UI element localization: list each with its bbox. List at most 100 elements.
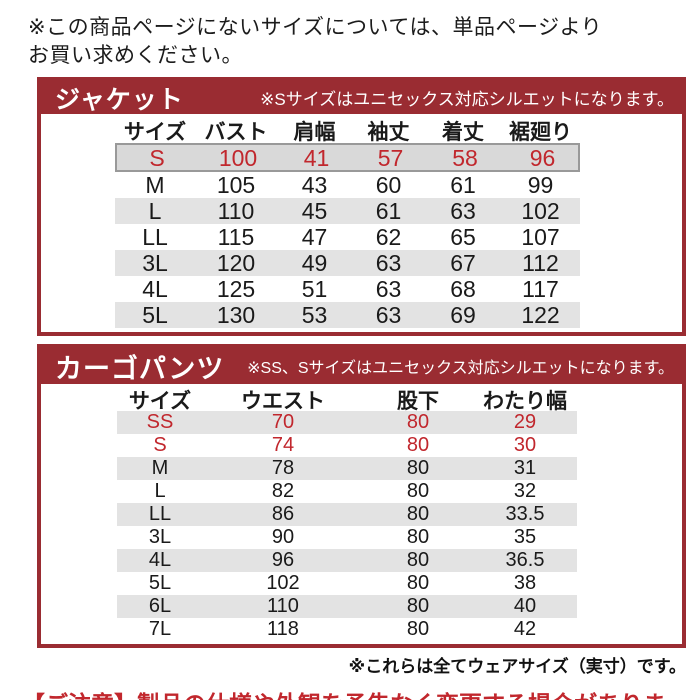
jacket-size-table: ジャケット ※Sサイズはユニセックス対応シルエットになります。 サイズ バスト … <box>37 77 686 337</box>
value-cell: 61 <box>450 172 476 199</box>
value-cell: 58 <box>452 145 478 172</box>
table-row: 5L 102 80 38 <box>117 572 577 595</box>
value-cell: 36.5 <box>505 549 545 572</box>
column-header: バスト <box>204 121 268 145</box>
top-note: ※この商品ページにないサイズについては、単品ページより お買い求めください。 <box>28 14 700 69</box>
table-row: 3L 120 49 63 67 112 <box>115 250 580 277</box>
table-row: 4L 125 51 63 68 117 <box>115 276 580 302</box>
table-row: L 82 80 32 <box>117 480 577 503</box>
size-cell: S <box>149 145 165 172</box>
value-cell: 80 <box>406 434 430 457</box>
table-row: M 105 43 60 61 99 <box>115 172 580 198</box>
top-note-line1: ※この商品ページにないサイズについては、単品ページより <box>28 16 603 39</box>
value-cell: 38 <box>513 572 537 595</box>
value-cell: 118 <box>267 618 299 641</box>
value-cell: 53 <box>301 302 328 329</box>
value-cell: 105 <box>216 172 256 199</box>
jacket-unisex-note: ※Sサイズはユニセックス対応シルエットになります。 <box>260 90 674 110</box>
size-cell: LL <box>148 503 172 526</box>
size-cell: 4L <box>148 549 172 572</box>
value-cell: 96 <box>529 145 556 172</box>
table-row-size-ss-highlighted: SS 70 80 29 <box>117 411 577 435</box>
value-cell: 80 <box>406 457 430 480</box>
value-cell: 80 <box>406 595 430 618</box>
value-cell: 30 <box>513 434 537 457</box>
jacket-grid: サイズ バスト 肩幅 袖丈 着丈 裾廻り S 100 41 57 58 96 M… <box>115 114 580 332</box>
value-cell: 74 <box>271 434 295 457</box>
value-cell: 80 <box>406 549 430 572</box>
column-header: わたり幅 <box>483 390 567 414</box>
value-cell: 33.5 <box>505 503 545 526</box>
value-cell: 115 <box>217 224 255 251</box>
value-cell: 29 <box>513 411 537 434</box>
pants-grid: サイズ ウエスト 股下 わたり幅 SS 70 80 29 S 74 80 30 … <box>117 384 577 644</box>
value-cell: 86 <box>271 503 295 526</box>
size-cell: L <box>154 480 166 503</box>
size-cell: 7L <box>148 618 172 641</box>
table-row-size-s-highlighted: S 74 80 30 <box>117 434 577 457</box>
value-cell: 100 <box>218 145 258 172</box>
value-cell: 42 <box>513 618 537 641</box>
size-cell: 5L <box>142 302 168 329</box>
jacket-title: ジャケット <box>55 85 184 114</box>
size-cell: 3L <box>142 250 168 277</box>
value-cell: 102 <box>266 572 300 595</box>
value-cell: 60 <box>375 172 402 199</box>
value-cell: 51 <box>301 276 328 303</box>
value-cell: 35 <box>513 526 537 549</box>
value-cell: 67 <box>450 250 476 277</box>
value-cell: 80 <box>406 411 430 434</box>
column-header: ウエスト <box>241 390 325 414</box>
value-cell: 96 <box>271 549 295 572</box>
value-cell: 110 <box>267 595 299 618</box>
value-cell: 49 <box>301 250 328 277</box>
size-cell: SS <box>146 411 174 434</box>
size-cell: M <box>145 172 165 199</box>
value-cell: 107 <box>521 224 560 251</box>
table-row: 7L 118 80 42 <box>117 618 577 641</box>
value-cell: 82 <box>271 480 295 503</box>
value-cell: 62 <box>375 224 402 251</box>
column-header: 肩幅 <box>293 121 336 145</box>
value-cell: 78 <box>271 457 295 480</box>
table-row: L 110 45 61 63 102 <box>115 198 580 225</box>
table-row: LL 86 80 33.5 <box>117 503 577 527</box>
size-cell: L <box>148 198 162 225</box>
wear-size-note: ※これらは全てウェアサイズ（実寸）です。 <box>348 657 686 677</box>
column-header: 裾廻り <box>509 121 572 145</box>
value-cell: 130 <box>216 302 256 329</box>
table-row: M 78 80 31 <box>117 457 577 481</box>
value-cell: 117 <box>522 276 559 303</box>
value-cell: 65 <box>450 224 476 251</box>
value-cell: 45 <box>301 198 328 225</box>
value-cell: 63 <box>450 198 476 225</box>
size-cell: M <box>151 457 169 480</box>
value-cell: 32 <box>513 480 537 503</box>
size-cell: 6L <box>148 595 172 618</box>
column-header: サイズ <box>123 121 187 145</box>
pants-title: カーゴパンツ <box>55 353 225 384</box>
size-cell: S <box>153 434 167 457</box>
value-cell: 69 <box>450 302 476 329</box>
value-cell: 57 <box>377 145 404 172</box>
table-row: 5L 130 53 63 69 122 <box>115 302 580 329</box>
value-cell: 122 <box>521 302 560 329</box>
column-header: 袖丈 <box>367 121 410 145</box>
size-cell: 4L <box>142 276 168 303</box>
value-cell: 63 <box>375 276 402 303</box>
value-cell: 68 <box>450 276 476 303</box>
value-cell: 80 <box>406 572 430 595</box>
pants-column-headers: サイズ ウエスト 股下 わたり幅 <box>117 385 577 413</box>
table-row: 4L 96 80 36.5 <box>117 549 577 573</box>
size-cell: 3L <box>148 526 172 549</box>
value-cell: 47 <box>301 224 328 251</box>
column-header: 着丈 <box>442 121 484 145</box>
table-row: LL 115 47 62 65 107 <box>115 224 580 250</box>
value-cell: 110 <box>217 198 255 225</box>
value-cell: 125 <box>216 276 256 303</box>
caution-note: 【ご注意】製品の仕様や外観を予告なく変更する場合があります。 <box>22 685 700 700</box>
jacket-column-headers: サイズ バスト 肩幅 袖丈 着丈 裾廻り <box>115 116 580 145</box>
value-cell: 80 <box>406 526 430 549</box>
value-cell: 41 <box>303 145 330 172</box>
